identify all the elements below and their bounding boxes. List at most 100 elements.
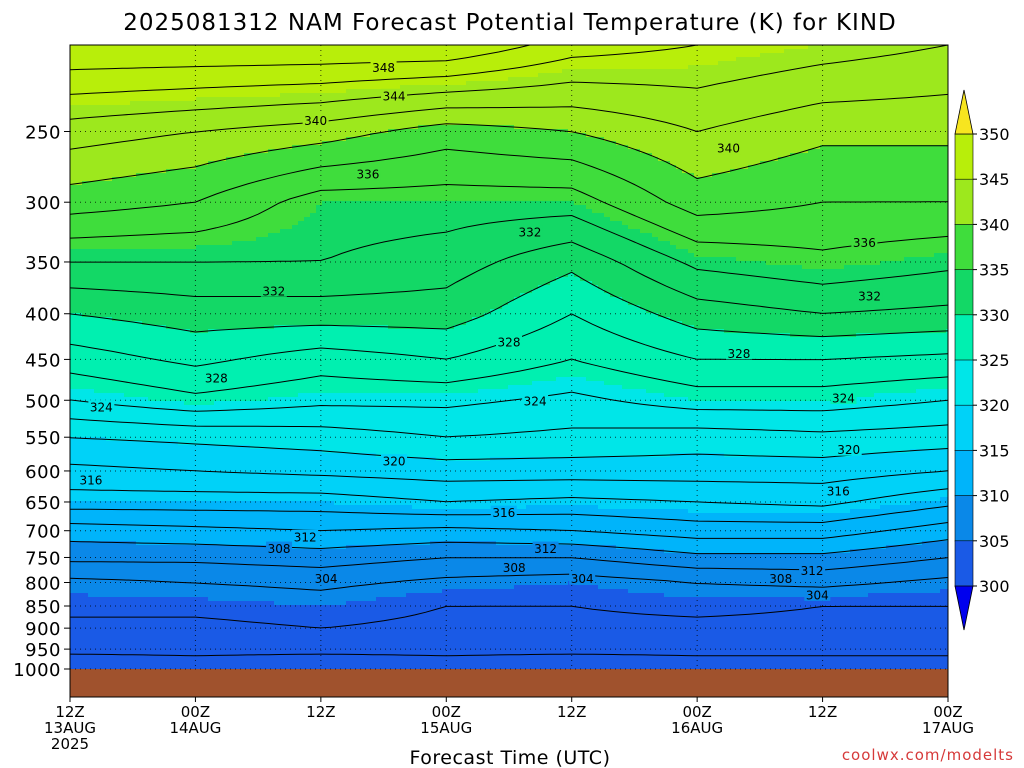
field-cell [178, 265, 185, 270]
field-cell [70, 533, 77, 538]
field-cell [202, 433, 209, 438]
field-cell [196, 533, 203, 538]
field-cell [154, 253, 161, 258]
field-cell [88, 193, 95, 198]
field-cell [214, 201, 221, 206]
field-cell [232, 277, 239, 282]
field-cell [130, 53, 137, 58]
field-cell [136, 241, 143, 246]
field-cell [142, 145, 149, 150]
field-cell [154, 105, 161, 110]
field-cell [160, 109, 167, 114]
field-cell [178, 197, 185, 202]
field-cell [196, 121, 203, 126]
field-cell [208, 405, 215, 410]
field-cell [232, 245, 239, 250]
field-cell [142, 569, 149, 574]
field-cell [226, 317, 233, 322]
field-cell [190, 141, 197, 146]
field-cell [238, 577, 245, 582]
field-cell [106, 413, 113, 418]
field-cell [142, 61, 149, 66]
field-cell [220, 137, 227, 142]
field-cell [178, 49, 185, 54]
field-cell [166, 557, 173, 562]
field-cell [232, 281, 239, 286]
field-cell [238, 129, 245, 134]
field-cell [142, 609, 149, 614]
field-cell [124, 277, 131, 282]
field-cell [178, 537, 185, 542]
field-cell [130, 461, 137, 466]
field-cell [208, 317, 215, 322]
field-cell [190, 497, 197, 502]
field-cell [130, 357, 137, 362]
field-cell [166, 405, 173, 410]
field-cell [118, 73, 125, 78]
field-cell [124, 437, 131, 442]
field-cell [160, 565, 167, 570]
field-cell [76, 437, 83, 442]
field-cell [118, 489, 125, 494]
field-cell [106, 313, 113, 318]
field-cell [166, 141, 173, 146]
field-cell [100, 117, 107, 122]
field-cell [250, 541, 257, 546]
field-cell [124, 201, 131, 206]
field-cell [118, 261, 125, 266]
field-cell [196, 509, 203, 514]
field-cell [136, 501, 143, 506]
field-cell [208, 105, 215, 110]
field-cell [166, 589, 173, 594]
field-cell [88, 69, 95, 74]
field-cell [232, 429, 239, 434]
field-cell [154, 533, 161, 538]
field-cell [202, 541, 209, 546]
field-cell [196, 505, 203, 510]
field-cell [148, 293, 155, 298]
field-cell [112, 277, 119, 282]
field-cell [190, 545, 197, 550]
field-cell [112, 489, 119, 494]
field-cell [166, 153, 173, 158]
field-cell [154, 661, 161, 666]
field-cell [190, 273, 197, 278]
field-cell [166, 401, 173, 406]
field-cell [232, 433, 239, 438]
field-cell [226, 405, 233, 410]
field-cell [82, 581, 89, 586]
field-cell [94, 445, 101, 450]
field-cell [166, 597, 173, 602]
field-cell [124, 609, 131, 614]
field-cell [244, 65, 251, 70]
field-cell [190, 541, 197, 546]
field-cell [250, 425, 257, 430]
field-cell [76, 121, 83, 126]
field-cell [106, 549, 113, 554]
field-cell [232, 69, 239, 74]
field-cell [190, 157, 197, 162]
field-cell [166, 665, 173, 670]
field-cell [136, 249, 143, 254]
field-cell [82, 661, 89, 666]
field-cell [214, 297, 221, 302]
field-cell [160, 97, 167, 102]
field-cell [118, 125, 125, 130]
field-cell [232, 321, 239, 326]
field-cell [220, 309, 227, 314]
field-cell [94, 201, 101, 206]
field-cell [232, 509, 239, 514]
field-cell [196, 97, 203, 102]
field-cell [244, 425, 251, 430]
field-cell [196, 389, 203, 394]
field-cell [214, 349, 221, 354]
field-cell [148, 437, 155, 442]
field-cell [70, 369, 77, 374]
field-cell [76, 429, 83, 434]
field-cell [136, 393, 143, 398]
field-cell [118, 53, 125, 58]
field-cell [190, 661, 197, 666]
field-cell [124, 101, 131, 106]
field-cell [70, 325, 77, 330]
field-cell [136, 237, 143, 242]
